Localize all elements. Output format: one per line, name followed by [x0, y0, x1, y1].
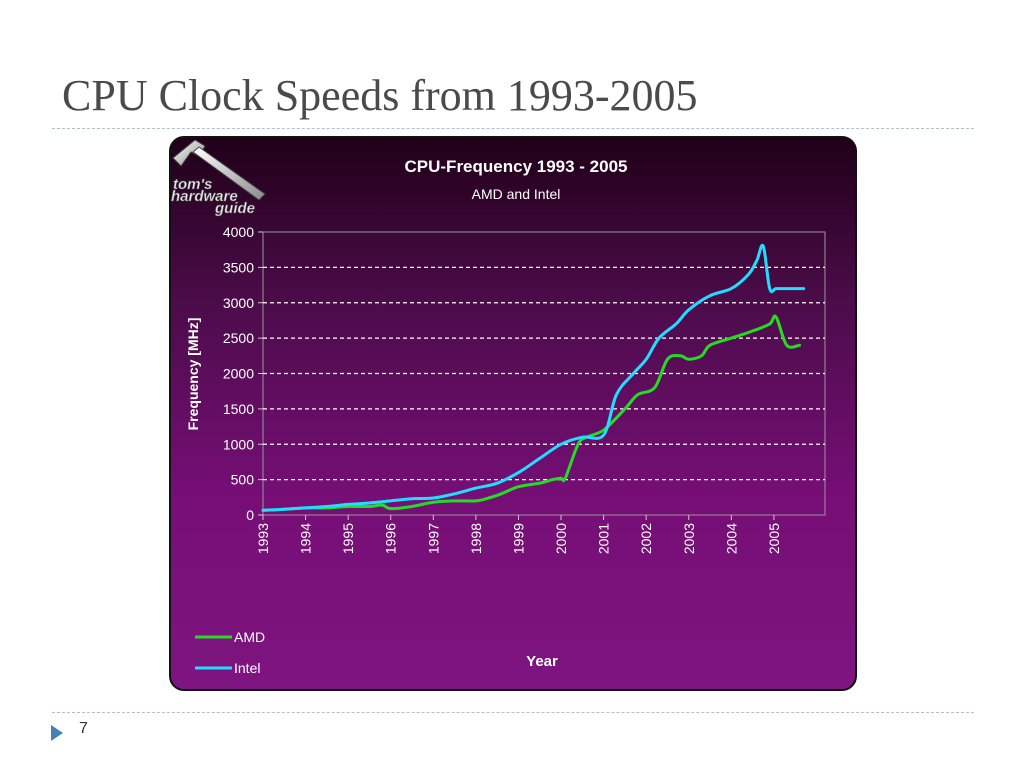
x-tick-label: 1996: [383, 523, 399, 554]
series-line-intel: [261, 243, 806, 512]
page-number: 7: [79, 720, 88, 737]
y-tick-label: 4000: [223, 224, 254, 240]
logo-text: tom's hardware guide: [171, 176, 256, 218]
y-tick-label: 3000: [223, 295, 254, 311]
hammer-icon: [172, 139, 266, 201]
chart-subtitle: AMD and Intel: [472, 186, 561, 202]
x-tick-label: 1999: [510, 523, 526, 554]
slide-title: CPU Clock Speeds from 1993-2005: [62, 71, 698, 120]
x-tick-label: 2001: [596, 523, 612, 554]
y-tick-label: 1500: [223, 401, 254, 417]
series-line-amd: [261, 314, 801, 512]
y-tick-label: 2000: [223, 366, 254, 382]
legend-label-intel: Intel: [234, 660, 260, 676]
logo-text-line: tom's: [173, 176, 212, 193]
series-lines: [261, 243, 806, 512]
y-tick-label: 500: [231, 472, 255, 488]
x-tick-label: 2003: [681, 523, 697, 554]
grid: [263, 266, 825, 481]
x-tick-label: 2000: [553, 523, 569, 554]
cpu-frequency-chart: tom's hardware guide CPU-Frequency 1993 …: [169, 136, 857, 691]
y-axis-ticks: 0 500 1000 1500 2000 2500 3000 3500 4000: [223, 224, 263, 523]
x-axis-ticks: 1993 1994 1995 1996 1997 1998 1999 2000 2001 2002…: [255, 515, 782, 554]
x-tick-label: 2005: [766, 523, 782, 554]
play-arrow-icon: [51, 725, 63, 741]
logo-text-line: hardware: [171, 188, 238, 205]
y-tick-label: 1000: [223, 436, 254, 452]
x-tick-label: 1994: [298, 523, 314, 554]
legend: AMD Intel: [195, 629, 265, 676]
legend-label-amd: AMD: [234, 629, 265, 645]
x-tick-label: 1995: [340, 523, 356, 554]
y-axis-label: Frequency [MHz]: [185, 318, 201, 431]
title-divider: [52, 128, 974, 129]
footer-divider: [52, 712, 974, 713]
y-tick-label: 3500: [223, 259, 254, 275]
x-axis-label: Year: [526, 653, 558, 670]
x-tick-label: 1997: [425, 523, 441, 554]
x-tick-label: 2004: [723, 523, 739, 554]
x-tick-label: 1998: [468, 523, 484, 554]
chart-title: CPU-Frequency 1993 - 2005: [405, 157, 628, 176]
logo-text-line: guide: [214, 200, 255, 217]
x-tick-label: 2002: [638, 523, 654, 554]
chart-frame: tom's hardware guide CPU-Frequency 1993 …: [169, 136, 857, 691]
chart-background: [169, 136, 857, 691]
y-tick-label: 0: [246, 507, 254, 523]
x-tick-label: 1993: [255, 523, 271, 554]
y-tick-label: 2500: [223, 330, 254, 346]
